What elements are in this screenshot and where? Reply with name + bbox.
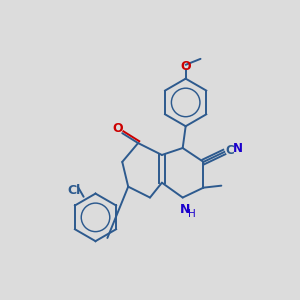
Text: N: N (233, 142, 243, 154)
Text: Cl: Cl (67, 184, 80, 197)
Text: N: N (179, 203, 190, 216)
Text: H: H (188, 209, 196, 219)
Text: O: O (180, 60, 191, 73)
Text: C: C (226, 143, 235, 157)
Text: O: O (112, 122, 123, 135)
